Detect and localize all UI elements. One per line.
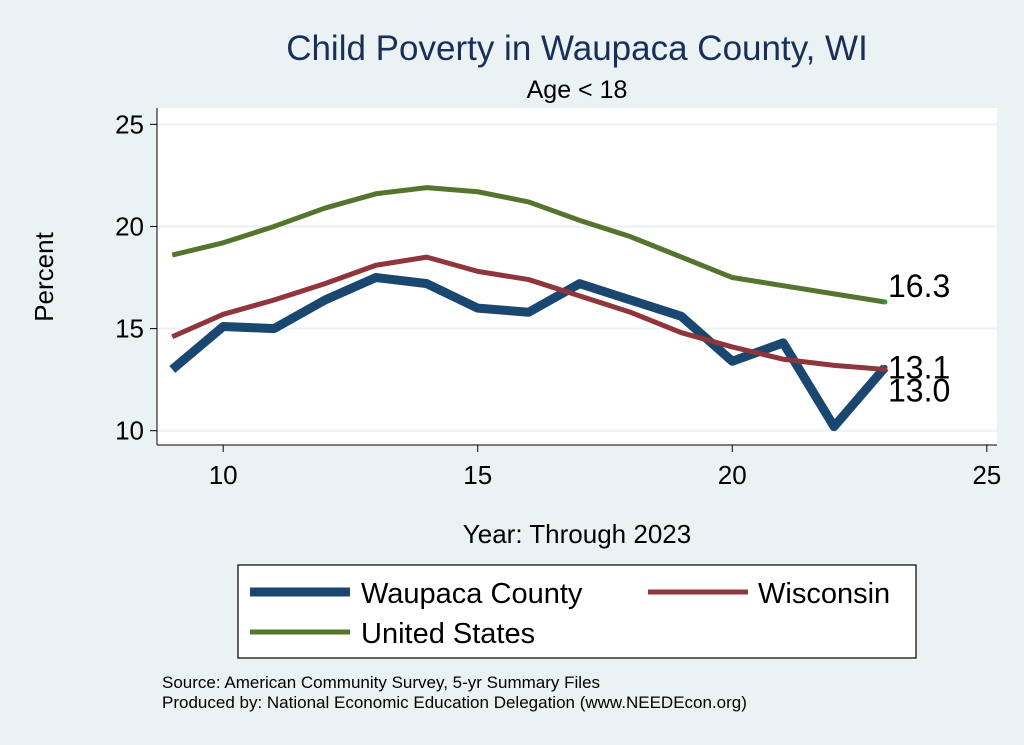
legend-label-waupaca: Waupaca County	[361, 578, 583, 610]
series-line-wisconsin	[171, 254, 886, 372]
producer-note: Produced by: National Economic Education…	[162, 693, 747, 712]
y-tick-label: 25	[115, 109, 144, 139]
end-label-united-states: 16.3	[888, 268, 950, 304]
legend-label-wisconsin: Wisconsin	[758, 578, 890, 610]
chart-title: Child Poverty in Waupaca County, WI	[286, 29, 868, 68]
series-end-point-united-states	[882, 299, 888, 305]
series-end-point-wisconsin	[882, 366, 888, 372]
y-tick-label: 20	[115, 211, 144, 241]
chart-subtitle: Age < 18	[527, 76, 628, 104]
gridlines	[157, 123, 997, 432]
y-axis-label: Percent	[29, 231, 59, 321]
series-line-united-states	[171, 185, 886, 305]
legend-label-united-states: United States	[361, 618, 535, 650]
plot-area	[157, 108, 997, 445]
series-layer	[169, 185, 889, 432]
source-note: Source: American Community Survey, 5-yr …	[162, 673, 600, 692]
legend: Waupaca County Wisconsin United States	[237, 564, 917, 659]
x-axis-label: Year: Through 2023	[463, 519, 691, 549]
x-tick-label: 15	[463, 460, 492, 490]
end-label-wisconsin: 13.0	[888, 372, 950, 408]
x-tick-label: 25	[972, 460, 1001, 490]
y-tick-label: 10	[115, 416, 144, 446]
legend-box	[237, 564, 917, 659]
y-tick-label: 15	[115, 314, 144, 344]
end-label-waupaca: 13.1	[888, 349, 950, 385]
end-labels: 13.113.0 16.3	[888, 268, 950, 408]
axes: 10 15 20 25 10 15 20 25	[115, 108, 1001, 490]
x-tick-label: 20	[718, 460, 747, 490]
x-tick-label: 10	[209, 460, 238, 490]
series-line-waupaca	[169, 273, 889, 432]
